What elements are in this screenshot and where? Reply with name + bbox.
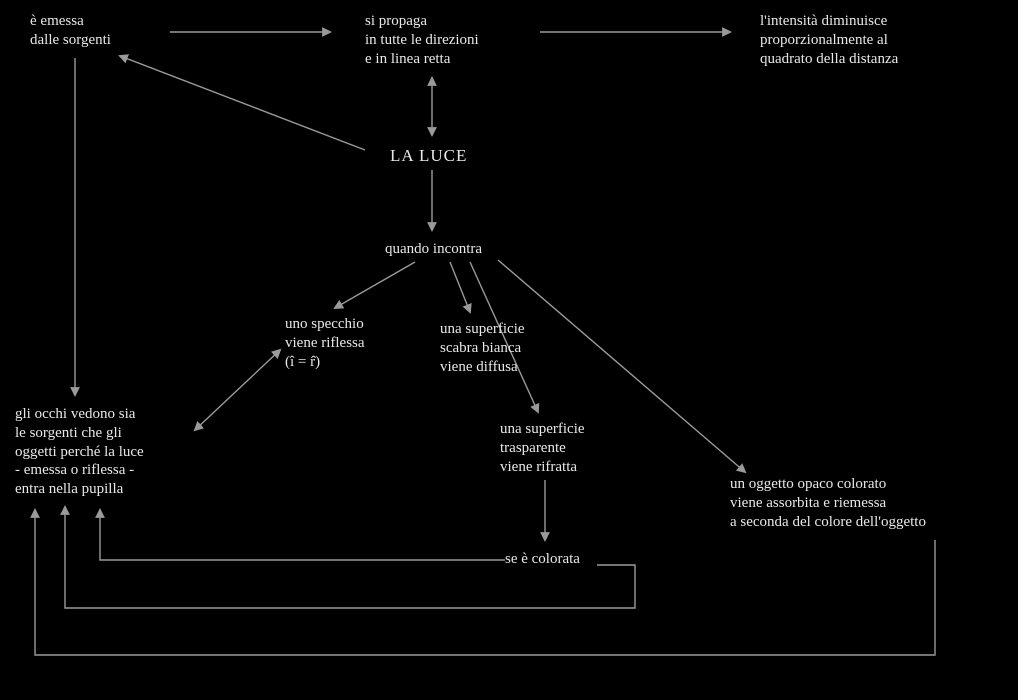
node-se-colorata: se è colorata: [505, 550, 580, 569]
node-superficie-trasparente: una superficie trasparente viene rifratt…: [500, 420, 585, 476]
node-emessa: è emessa dalle sorgenti: [30, 12, 111, 50]
edge-arrow: [195, 350, 280, 430]
node-occhi-vedono: gli occhi vedono sia le sorgenti che gli…: [15, 405, 144, 499]
edge-arrow: [100, 510, 505, 560]
node-superficie-scabra: una superficie scabra bianca viene diffu…: [440, 320, 525, 376]
edge-arrow: [120, 56, 365, 150]
node-intensita: l'intensità diminuisce proporzionalmente…: [760, 12, 898, 68]
edge-arrow: [35, 510, 935, 655]
node-si-propaga: si propaga in tutte le direzioni e in li…: [365, 12, 479, 68]
node-oggetto-opaco: un oggetto opaco colorato viene assorbit…: [730, 475, 926, 531]
node-quando-incontra: quando incontra: [385, 240, 482, 259]
edge-arrow: [335, 262, 415, 308]
edge-arrow: [450, 262, 470, 312]
node-specchio: uno specchio viene riflessa (î = r̂): [285, 315, 365, 371]
node-la-luce: LA LUCE: [390, 145, 467, 166]
